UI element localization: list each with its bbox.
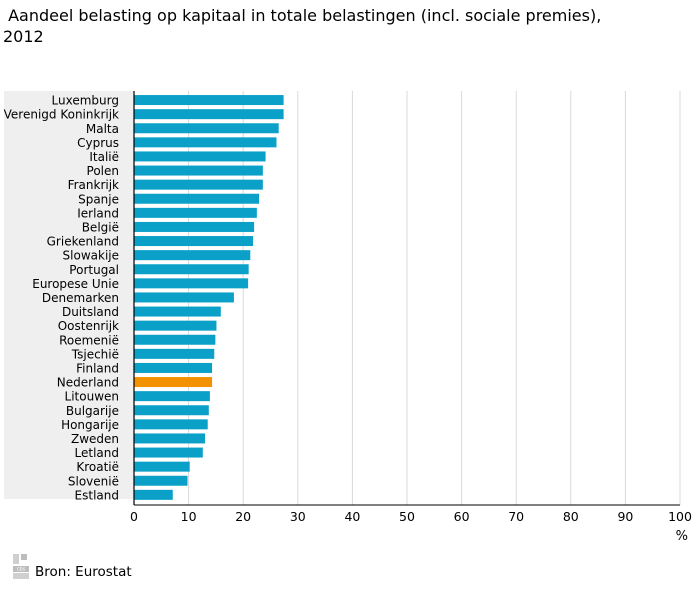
x-tick-label: 0: [130, 509, 138, 524]
category-label: Cyprus: [77, 136, 119, 150]
x-axis-label: %: [676, 529, 688, 544]
x-tick-label: 60: [454, 509, 470, 524]
bar-verenigd-koninkrijk: [134, 109, 284, 120]
bar-frankrijk: [134, 179, 263, 190]
category-label: Frankrijk: [68, 178, 119, 192]
x-ticks: 0 10 20 30 40 50 60 70 80 90 100: [130, 509, 692, 524]
bar-nederland: [134, 377, 213, 388]
category-label: Estland: [75, 488, 119, 502]
bar-duitsland: [134, 306, 221, 317]
category-label: Denemarken: [42, 291, 119, 305]
label-band: [4, 91, 134, 499]
category-label: Italië: [89, 150, 119, 164]
bar-griekenland: [134, 236, 254, 247]
bar-kroati-: [134, 461, 190, 472]
category-label: Polen: [87, 164, 119, 178]
category-label: België: [82, 220, 119, 234]
category-label: Europese Unie: [32, 277, 119, 291]
category-label: Zweden: [71, 432, 119, 446]
bar-slowakije: [134, 250, 251, 261]
category-label: Finland: [76, 361, 119, 375]
x-tick-label: 30: [290, 509, 306, 524]
x-tick-label: 80: [563, 509, 579, 524]
bar-europese-unie: [134, 278, 249, 289]
cbs-logo-icon: cbs: [13, 554, 29, 579]
bar-malta: [134, 123, 279, 134]
bar-ierland: [134, 207, 257, 218]
bar-hongarije: [134, 419, 208, 430]
x-tick-label: 70: [508, 509, 524, 524]
bar-luxemburg: [134, 95, 284, 106]
category-label: Nederland: [57, 376, 119, 390]
bar-litouwen: [134, 391, 210, 402]
bar-oostenrijk: [134, 320, 217, 331]
logo-text: cbs: [17, 567, 26, 573]
x-tick-label: 40: [344, 509, 360, 524]
category-label: Kroatië: [76, 460, 119, 474]
bar-letland: [134, 447, 203, 458]
category-label: Duitsland: [62, 305, 119, 319]
x-tick-label: 20: [235, 509, 251, 524]
bar-denemarken: [134, 292, 234, 303]
category-label: Slowakije: [63, 249, 119, 263]
bar-tsjechi-: [134, 348, 215, 359]
bar-cyprus: [134, 137, 277, 148]
chart-title: Aandeel belasting op kapitaal in totale …: [3, 6, 602, 46]
category-label: Malta: [86, 122, 119, 136]
bar-bulgarije: [134, 405, 209, 416]
bar-polen: [134, 165, 263, 176]
category-label: Oostenrijk: [58, 319, 119, 333]
category-label: Luxemburg: [52, 94, 119, 108]
bar-zweden: [134, 433, 205, 444]
category-label: Griekenland: [47, 235, 119, 249]
category-label: Tsjechië: [71, 347, 119, 361]
bar-itali-: [134, 151, 266, 162]
x-tick-label: 10: [181, 509, 197, 524]
bars: [134, 95, 284, 500]
x-tick-label: 50: [399, 509, 415, 524]
category-label: Ierland: [77, 206, 119, 220]
category-label: Litouwen: [65, 390, 119, 404]
bar-belgi-: [134, 221, 255, 232]
bar-spanje: [134, 193, 260, 204]
category-label: Spanje: [78, 192, 119, 206]
source-text: Bron: Eurostat: [35, 564, 132, 580]
category-label: Hongarije: [61, 418, 119, 432]
x-tick-label: 90: [617, 509, 633, 524]
bar-roemeni-: [134, 334, 216, 345]
category-label: Slovenië: [68, 474, 119, 488]
category-label: Portugal: [69, 263, 119, 277]
category-label: Letland: [75, 446, 119, 460]
bar-estland: [134, 489, 173, 500]
category-label: Verenigd Koninkrijk: [4, 108, 119, 122]
bar-sloveni-: [134, 475, 188, 486]
bar-finland: [134, 362, 213, 373]
category-label: Roemenië: [59, 333, 119, 347]
category-label: Bulgarije: [66, 404, 119, 418]
bar-portugal: [134, 264, 249, 275]
source-footer: cbs Bron: Eurostat: [11, 552, 132, 580]
x-tick-label: 100: [668, 509, 692, 524]
